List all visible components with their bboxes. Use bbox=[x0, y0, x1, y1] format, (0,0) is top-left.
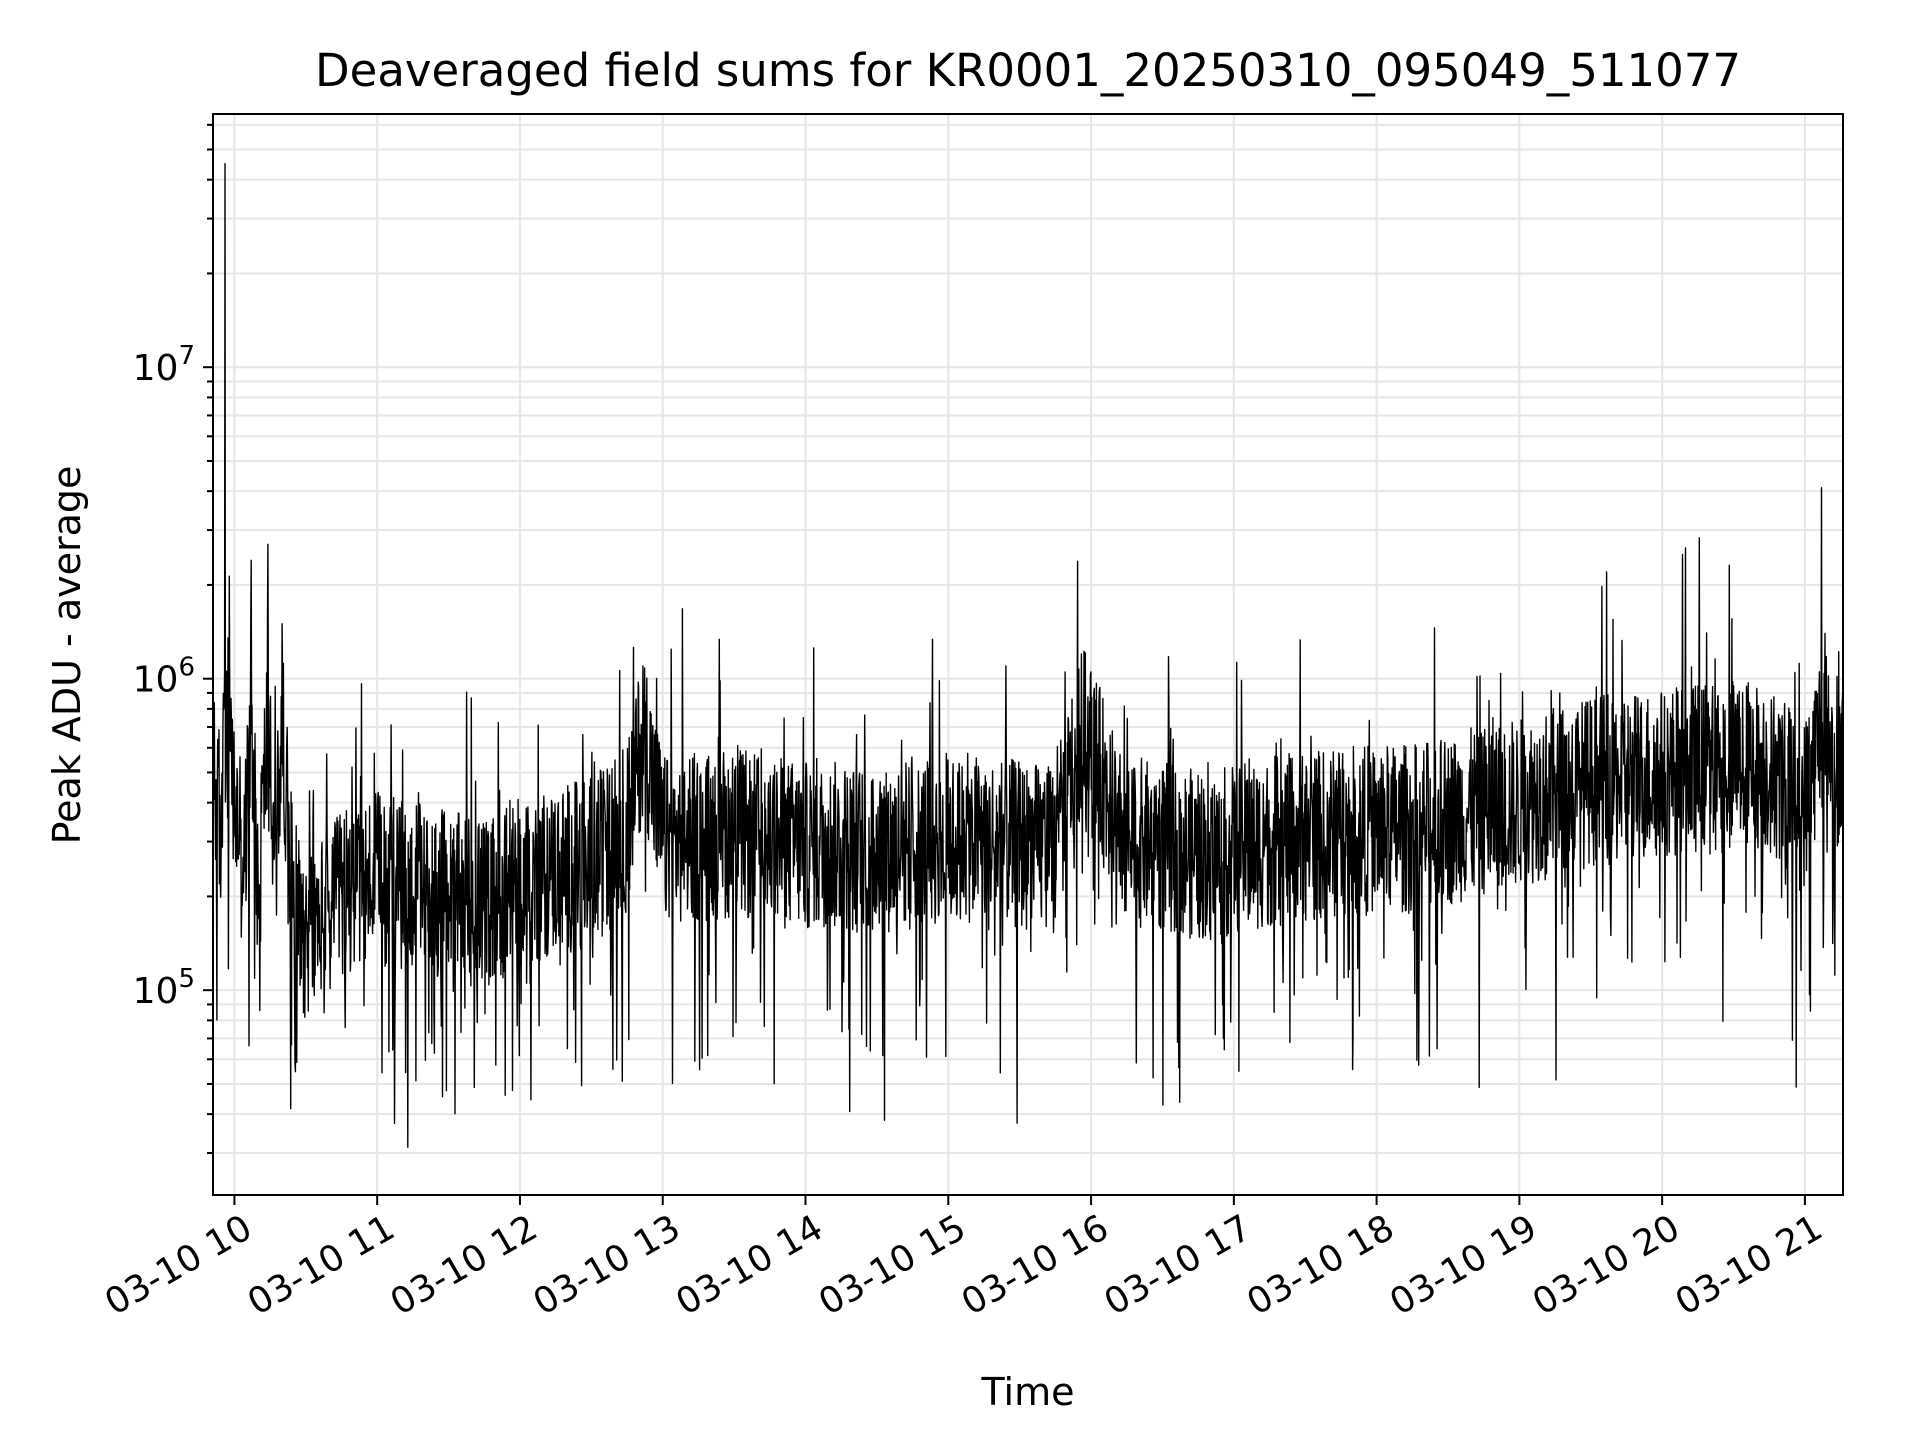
chart-title: Deaveraged field sums for KR0001_2025031… bbox=[315, 44, 1741, 97]
y-tick-label: 107 bbox=[133, 341, 195, 389]
series-line bbox=[213, 163, 1843, 1148]
series-group bbox=[213, 163, 1843, 1148]
y-axis: 105 106 107 bbox=[133, 123, 213, 1155]
plot-frame bbox=[212, 113, 1844, 1196]
y-axis-label: Peak ADU - average bbox=[45, 466, 89, 845]
y-tick-label: 105 bbox=[133, 964, 195, 1012]
y-tick-label: 106 bbox=[133, 653, 195, 701]
x-axis-label: Time bbox=[981, 1370, 1075, 1414]
